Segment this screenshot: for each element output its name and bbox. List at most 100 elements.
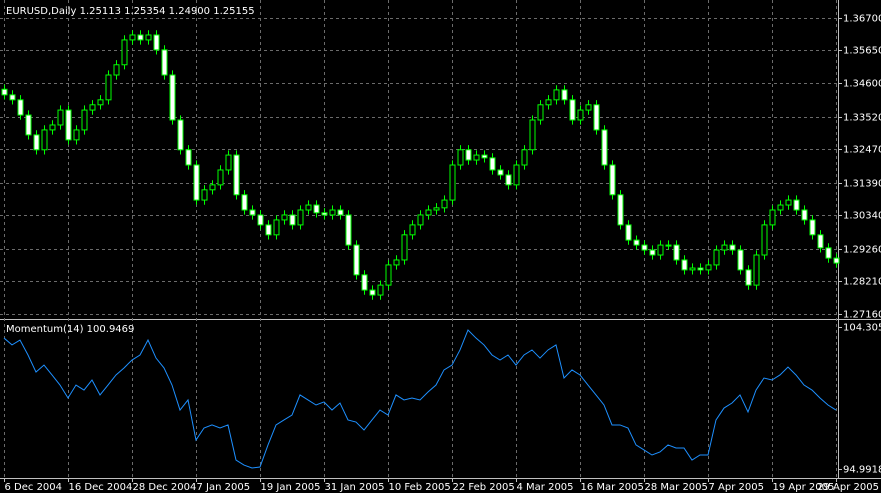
momentum-line (3, 329, 837, 469)
candle-body (289, 214, 296, 226)
candle-body (193, 164, 200, 201)
candle-body (409, 224, 416, 236)
candle-body (209, 184, 216, 191)
y-tick-label: 94.9918 (843, 465, 881, 476)
candle-body (217, 169, 224, 186)
candle-body (537, 104, 544, 121)
y-tick-label: 1.34600 (843, 79, 881, 90)
candle-body (729, 244, 736, 251)
candle-body (121, 39, 128, 66)
candle-body (49, 124, 56, 131)
candle-body (169, 74, 176, 121)
candle-body (553, 89, 560, 101)
candle-body (673, 244, 680, 261)
candle-body (313, 204, 320, 214)
candle-body (321, 212, 328, 216)
candle-body (761, 224, 768, 256)
candle-body (305, 204, 312, 211)
candle-body (241, 194, 248, 211)
candle-body (425, 209, 432, 216)
x-tick-label: 19 Apr 2005 (773, 482, 835, 493)
candle-body (33, 134, 40, 151)
candle-body (345, 214, 352, 246)
x-tick-label: 28 Mar 2005 (645, 482, 708, 493)
candle-body (697, 267, 704, 271)
candle-body (449, 164, 456, 201)
x-tick-label: 4 Mar 2005 (517, 482, 574, 493)
candle-body (809, 219, 816, 236)
candle-body (73, 129, 80, 141)
y-tick-label: 1.30340 (843, 211, 881, 222)
candle-body (721, 244, 728, 251)
candle-body (233, 154, 240, 196)
candle-body (89, 104, 96, 111)
marks (1, 30, 840, 469)
candle-body (81, 109, 88, 131)
candle-body (185, 149, 192, 166)
candle-body (705, 264, 712, 271)
x-tick-label: 7 Jan 2005 (197, 482, 251, 493)
candle-body (649, 249, 656, 256)
x-tick-label: 31 Jan 2005 (325, 482, 385, 493)
candle-body (25, 114, 32, 136)
candle-body (769, 209, 776, 226)
candle-body (681, 259, 688, 271)
x-tick-label: 28 Dec 2004 (133, 482, 197, 493)
candle-body (689, 267, 696, 271)
x-tick-label: 6 Dec 2004 (5, 482, 63, 493)
candle-body (617, 194, 624, 226)
candle-body (41, 129, 48, 151)
y-tick-label: 1.36700 (843, 14, 881, 25)
candle-body (433, 207, 440, 211)
candle-body (641, 244, 648, 251)
candle-body (129, 34, 136, 41)
candle-body (713, 249, 720, 266)
x-tick-label: 16 Dec 2004 (69, 482, 133, 493)
candle-body (593, 104, 600, 131)
candle-body (457, 149, 464, 166)
y-tick-label: 104.3057 (843, 323, 881, 334)
candle-body (329, 209, 336, 216)
x-tick-label: 29 Apr 2005 (817, 482, 879, 493)
candle-body (609, 164, 616, 196)
candle-body (561, 89, 568, 101)
candle-body (513, 164, 520, 186)
x-tick-label: 10 Feb 2005 (389, 482, 451, 493)
candle-body (65, 109, 72, 141)
candle-body (801, 209, 808, 221)
candle-body (505, 174, 512, 186)
candle-body (481, 154, 488, 159)
candle-body (377, 284, 384, 296)
candle-body (281, 214, 288, 221)
candle-body (225, 154, 232, 171)
candle-body (385, 264, 392, 286)
candle-body (265, 224, 272, 236)
candle-body (417, 214, 424, 226)
candle-body (137, 34, 144, 41)
candle-body (297, 209, 304, 226)
y-tick-label: 1.29260 (843, 245, 881, 256)
x-tick-label: 22 Feb 2005 (453, 482, 515, 493)
y-tick-label: 1.32470 (843, 145, 881, 156)
candle-body (249, 209, 256, 216)
candle-body (97, 99, 104, 106)
candle-body (473, 154, 480, 161)
candle-body (545, 99, 552, 106)
candle-body (153, 34, 160, 51)
candle-body (753, 254, 760, 286)
candle-body (825, 247, 832, 259)
y-tick-label: 1.31390 (843, 179, 881, 190)
candle-body (633, 239, 640, 246)
candle-body (145, 34, 152, 41)
candle-body (441, 199, 448, 209)
candle-body (625, 224, 632, 241)
candle-body (585, 104, 592, 111)
candle-body (105, 74, 112, 101)
chart-title: EURUSD,Daily 1.25113 1.25354 1.24900 1.2… (6, 6, 255, 17)
candle-body (521, 149, 528, 166)
indicator-title: Momentum(14) 100.9469 (6, 324, 134, 335)
candle-body (361, 274, 368, 291)
candle-body (465, 149, 472, 161)
candle-body (833, 257, 840, 264)
